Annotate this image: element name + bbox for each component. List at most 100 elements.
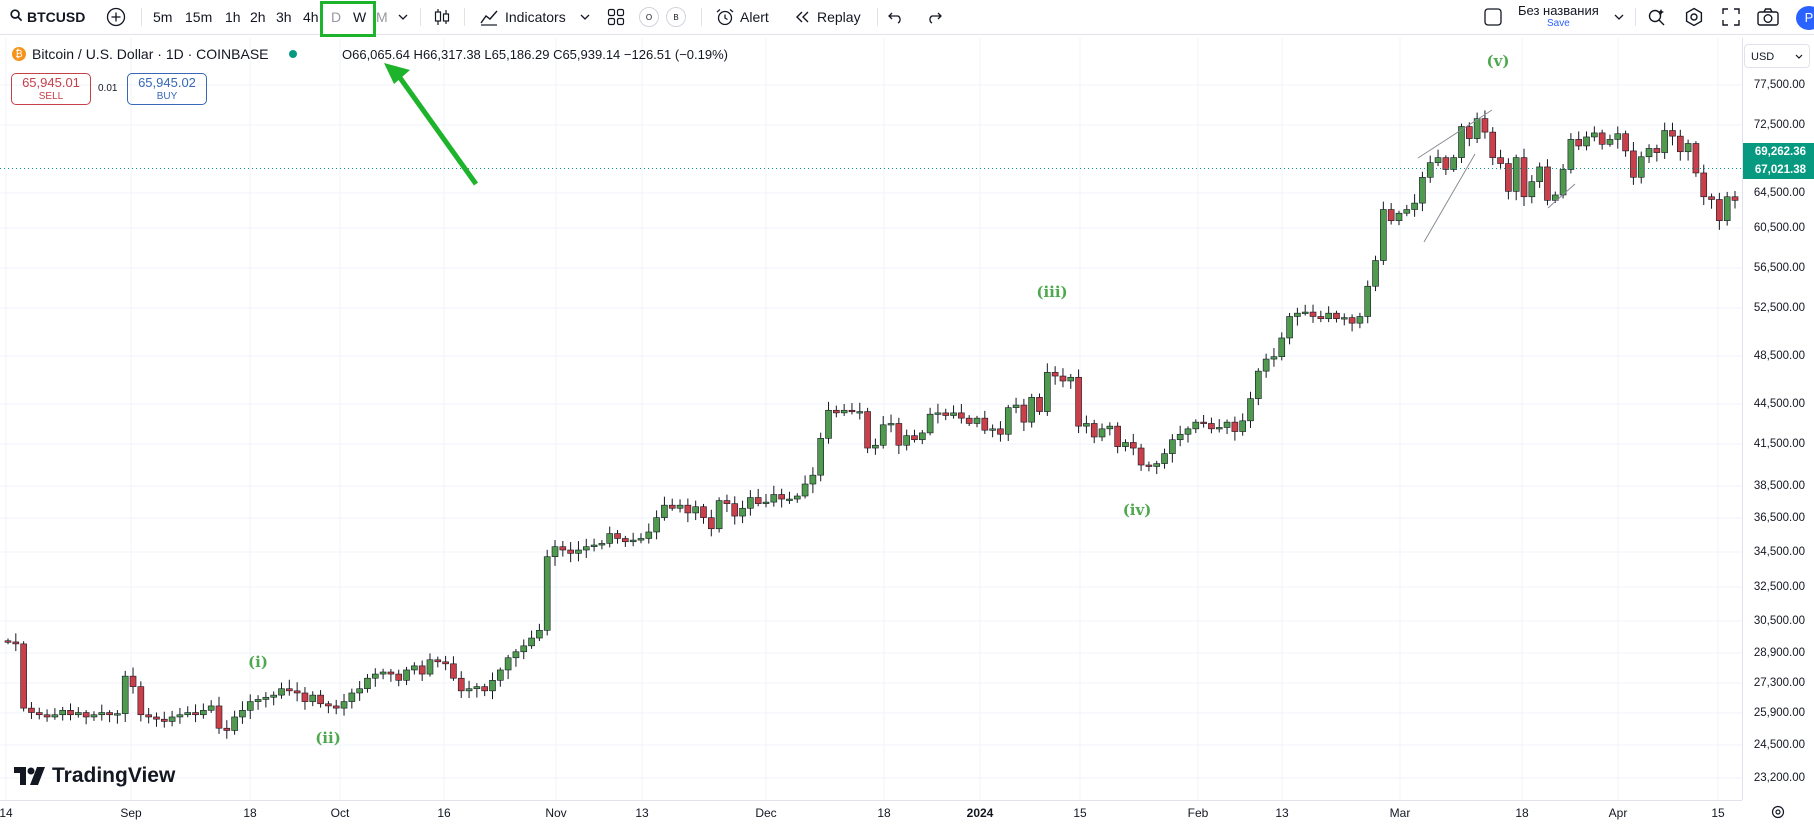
candle-up — [1395, 212, 1403, 221]
snapshot-button[interactable] — [1757, 0, 1779, 34]
candle-up — [1450, 157, 1457, 170]
undo-button[interactable] — [888, 0, 904, 34]
symbol-title[interactable]: Bitcoin / U.S. Dollar · 1D · COINBASE — [32, 46, 269, 62]
quick-search-button[interactable] — [1647, 0, 1667, 34]
candle-down — [129, 675, 137, 687]
replay-button[interactable]: Replay — [794, 0, 861, 34]
toolbar-divider — [464, 8, 465, 26]
candle-up — [825, 409, 832, 439]
user-avatar[interactable]: P — [1796, 6, 1814, 30]
candle-down — [1653, 148, 1661, 153]
candle-up — [512, 651, 520, 659]
candle-up — [1512, 157, 1520, 192]
circle-o-button[interactable]: O — [639, 7, 659, 27]
candle-up — [231, 716, 238, 731]
candle-up — [411, 665, 418, 671]
candle-down — [1309, 311, 1317, 317]
time-axis-label: Feb — [1187, 806, 1209, 820]
timeframe-4h[interactable]: 4h — [303, 9, 319, 25]
price-axis-label: 24,500.00 — [1753, 739, 1805, 751]
symbol-search-button[interactable]: BTCUSD — [10, 0, 85, 34]
candle-up — [887, 423, 895, 426]
compare-button[interactable] — [106, 0, 126, 34]
wave-label-iv: (iv) — [1122, 501, 1152, 519]
candle-up — [168, 716, 176, 722]
symbol-label: BTCUSD — [27, 9, 86, 25]
candle-up — [1098, 428, 1106, 438]
candle-up — [364, 677, 371, 690]
candle-up — [98, 712, 106, 716]
fullscreen-button[interactable] — [1722, 0, 1740, 34]
timeframe-2h[interactable]: 2h — [250, 9, 266, 25]
layout-name: Без названия — [1518, 3, 1599, 18]
timeframe-1h[interactable]: 1h — [225, 9, 241, 25]
candle-up — [114, 713, 121, 716]
candle-down — [106, 712, 113, 716]
add-symbol-icon — [106, 7, 126, 27]
templates-button[interactable] — [607, 0, 625, 34]
trendline-upper — [1417, 109, 1493, 159]
chevron-down-icon — [1795, 54, 1803, 59]
candle-up — [543, 556, 551, 631]
candle-up — [1012, 404, 1020, 408]
tradingview-logo[interactable]: TradingView — [14, 764, 175, 788]
candle-down — [684, 504, 692, 514]
circle-b-button[interactable]: B — [666, 7, 686, 27]
time-axis-label: 15 — [1711, 806, 1725, 820]
candle-down — [145, 714, 152, 718]
settings-button[interactable] — [1684, 0, 1704, 34]
axis-settings-button[interactable] — [1771, 805, 1785, 824]
timeframe-dropdown[interactable] — [398, 0, 408, 34]
indicators-button[interactable]: Indicators — [479, 0, 566, 34]
candle-down — [1090, 423, 1098, 438]
candle-down — [942, 412, 950, 416]
candle-up — [856, 411, 864, 414]
candle-up — [75, 712, 82, 716]
candle-up — [1106, 425, 1114, 430]
layout-dropdown[interactable] — [1614, 0, 1624, 34]
candle-up — [1419, 176, 1426, 204]
timeframe-m[interactable]: M — [376, 9, 388, 25]
candle-up — [747, 497, 754, 509]
chart-type-button[interactable] — [433, 0, 451, 34]
candle-down — [723, 500, 731, 504]
time-axis-label: Dec — [755, 806, 777, 820]
candle-up — [926, 413, 934, 434]
candle-up — [1434, 157, 1442, 163]
price-axis-label: 28,900.00 — [1753, 647, 1805, 659]
candle-up — [340, 701, 348, 709]
time-axis[interactable]: 14 Sep 18 Oct 16 Nov 13 Dec 18 2024 15 Feb 13 Mar 18 Ap… — [0, 800, 1742, 825]
buy-button[interactable]: 65,945.02 BUY — [127, 73, 207, 105]
timeframe-15m[interactable]: 15m — [185, 9, 213, 25]
currency-selector[interactable]: USD — [1744, 44, 1810, 68]
candle-down — [1442, 157, 1450, 170]
candle-down — [67, 710, 74, 716]
candle-up — [1473, 118, 1481, 139]
candle-up — [371, 673, 379, 679]
candle-down — [1317, 316, 1325, 320]
candle-up — [348, 692, 356, 702]
spread-value: 0.01 — [98, 83, 118, 94]
candle-up — [1239, 420, 1246, 432]
candle-up — [872, 444, 879, 449]
candle-down — [481, 686, 488, 692]
layout-checkbox[interactable] — [1484, 0, 1502, 34]
candle-up — [270, 694, 277, 698]
toolbar-divider — [420, 8, 421, 26]
timeframe-d[interactable]: D — [331, 9, 342, 25]
candle-up — [473, 686, 481, 690]
timeframe-3h[interactable]: 3h — [276, 9, 292, 25]
redo-button[interactable] — [926, 0, 942, 34]
price-chart[interactable] — [0, 38, 1742, 800]
timeframe-w[interactable]: W — [353, 9, 367, 25]
candle-up — [1044, 372, 1051, 412]
candle-up — [379, 671, 387, 675]
sell-button[interactable]: 65,945.01 SELL — [11, 73, 91, 105]
timeframe-5m[interactable]: 5m — [153, 9, 173, 25]
candle-down — [160, 718, 168, 722]
candle-up — [637, 538, 645, 541]
ohlc-values: O66,065.64 H66,317.38 L65,186.29 C65,939… — [342, 47, 728, 62]
layout-name-button[interactable]: Без названия Save — [1518, 0, 1599, 34]
alert-button[interactable]: Alert — [715, 0, 769, 34]
indicators-dropdown[interactable] — [580, 0, 590, 34]
